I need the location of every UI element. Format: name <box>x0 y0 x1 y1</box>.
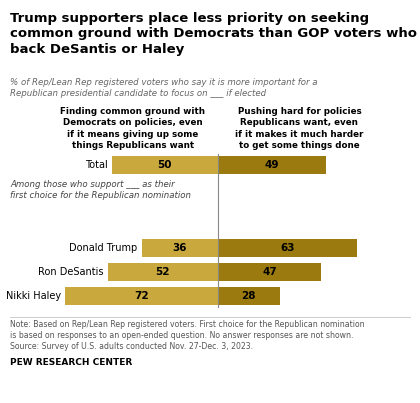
Text: Ron DeSantis: Ron DeSantis <box>38 267 103 277</box>
Bar <box>218 263 321 281</box>
Bar <box>218 287 280 305</box>
Text: 52: 52 <box>155 267 170 277</box>
Bar <box>112 156 218 174</box>
Text: % of Rep/Lean Rep registered voters who say it is more important for a
Republica: % of Rep/Lean Rep registered voters who … <box>10 78 318 98</box>
Text: 47: 47 <box>262 267 277 277</box>
Text: Donald Trump: Donald Trump <box>69 243 137 253</box>
Bar <box>65 287 218 305</box>
Bar <box>142 239 218 257</box>
Text: 49: 49 <box>265 160 279 170</box>
Bar <box>218 239 357 257</box>
Text: Total: Total <box>85 160 108 170</box>
Text: PEW RESEARCH CENTER: PEW RESEARCH CENTER <box>10 358 132 367</box>
Text: 50: 50 <box>158 160 172 170</box>
Text: Nikki Haley: Nikki Haley <box>6 291 61 301</box>
Text: 63: 63 <box>280 243 294 253</box>
Text: Finding common ground with
Democrats on policies, even
if it means giving up som: Finding common ground with Democrats on … <box>60 107 205 150</box>
Bar <box>108 263 218 281</box>
Text: 36: 36 <box>173 243 187 253</box>
Text: 28: 28 <box>241 291 256 301</box>
Text: Among those who support ___ as their
first choice for the Republican nomination: Among those who support ___ as their fir… <box>10 180 191 200</box>
Text: Note: Based on Rep/Lean Rep registered voters. First choice for the Republican n: Note: Based on Rep/Lean Rep registered v… <box>10 320 365 351</box>
Text: Trump supporters place less priority on seeking
common ground with Democrats tha: Trump supporters place less priority on … <box>10 12 417 56</box>
Text: 72: 72 <box>134 291 149 301</box>
Text: Pushing hard for policies
Republicans want, even
if it makes it much harder
to g: Pushing hard for policies Republicans wa… <box>235 107 364 150</box>
Bar <box>218 156 326 174</box>
